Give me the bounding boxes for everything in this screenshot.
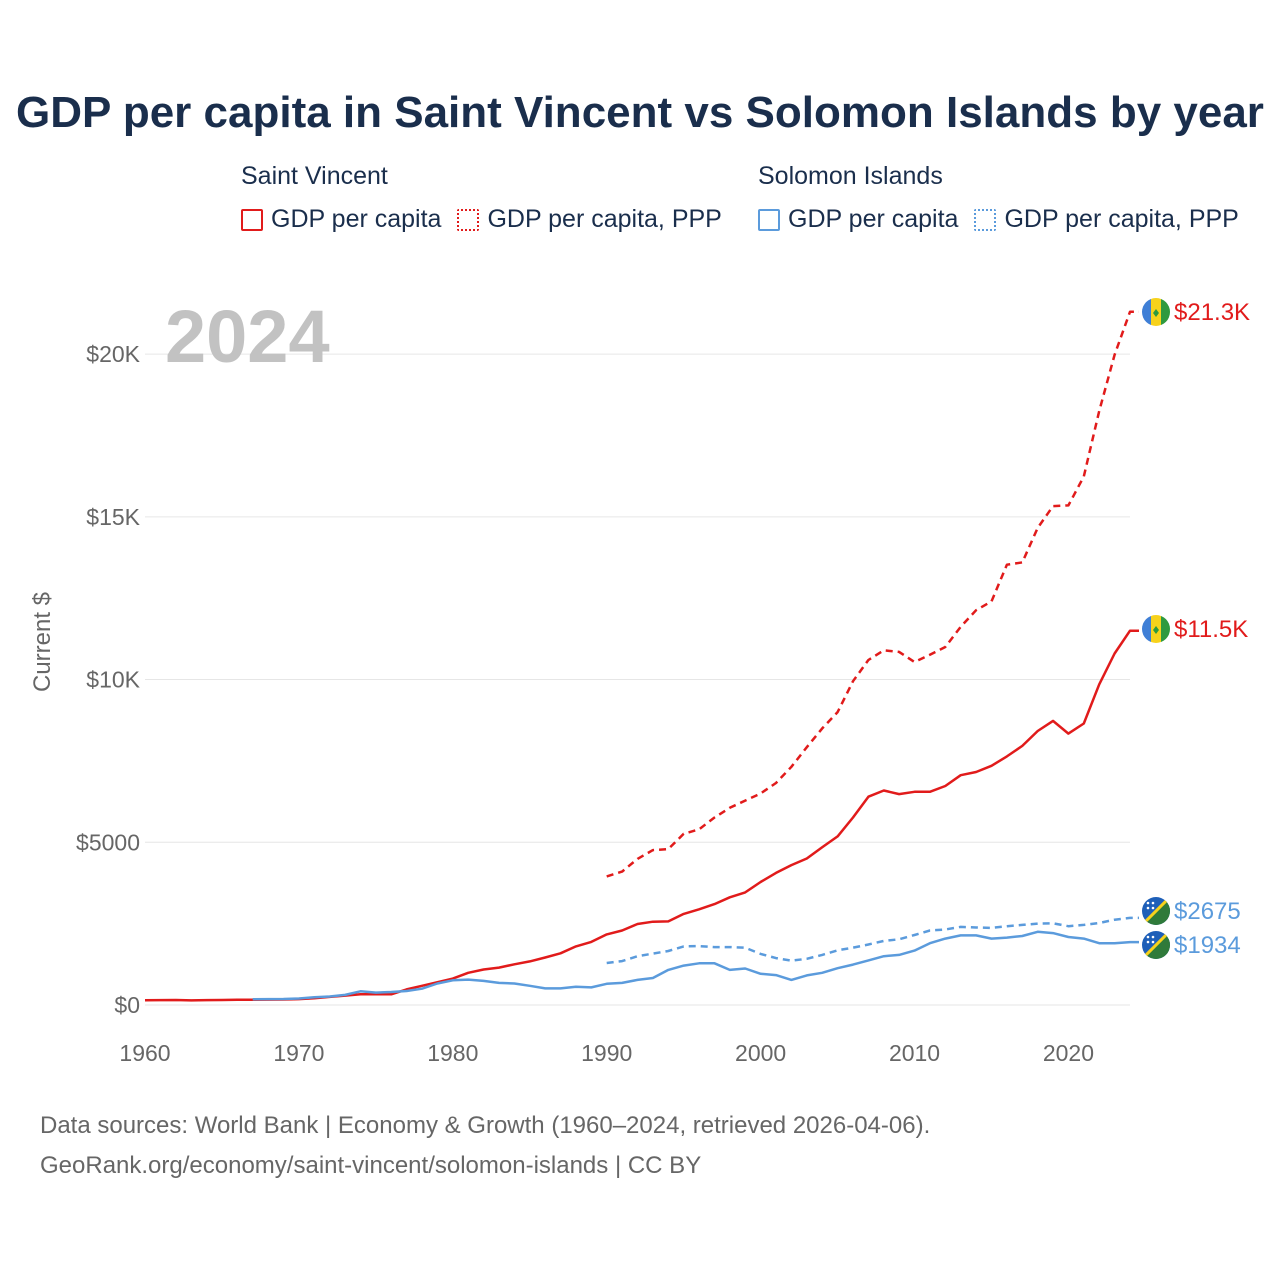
legend-swatch-dotted — [457, 208, 480, 231]
gridlines — [145, 353, 1130, 1006]
legend-item-si-gdp[interactable]: GDP per capita — [758, 205, 958, 234]
legend-group-solomon-islands: Solomon Islands GDP per capita GDP per c… — [758, 162, 1239, 234]
legend-item-sv-gdp[interactable]: GDP per capita — [241, 205, 441, 234]
axes: $0 $5000 $10K $15K $20K 1960 1970 1980 1990 2000 2… — [29, 341, 1094, 1066]
y-tick-label: $20K — [86, 341, 140, 367]
legend-item-label: GDP per capita, PPP — [1004, 205, 1239, 233]
legend-group-name: Saint Vincent — [241, 162, 388, 190]
y-axis-title: Current $ — [29, 592, 56, 692]
footer: Data sources: World Bank | Economy & Gro… — [40, 1106, 930, 1186]
saint-vincent-flag-icon — [1142, 298, 1170, 326]
solomon-islands-flag-icon — [1142, 897, 1170, 925]
y-tick-label: $0 — [114, 992, 140, 1018]
end-label-sv-ppp: $21.3K — [1174, 299, 1250, 326]
chart-title: GDP per capita in Saint Vincent vs Solom… — [16, 88, 1264, 137]
x-tick-label: 2000 — [735, 1040, 786, 1066]
legend-group-saint-vincent: Saint Vincent GDP per capita GDP per cap… — [241, 162, 722, 234]
end-label-si-gdp: $1934 — [1174, 932, 1241, 959]
series-line-1 — [606, 310, 1139, 878]
y-tick-label: $15K — [86, 504, 140, 530]
legend-group-name: Solomon Islands — [758, 162, 943, 190]
x-tick-label: 1980 — [427, 1040, 478, 1066]
x-tick-label: 2020 — [1043, 1040, 1094, 1066]
series-line-3 — [606, 916, 1139, 965]
legend-item-label: GDP per capita — [788, 205, 959, 233]
y-tick-label: $10K — [86, 667, 140, 693]
data-sources-text: Data sources: World Bank | Economy & Gro… — [40, 1112, 931, 1139]
y-tick-label: $5000 — [76, 829, 140, 855]
x-tick-label: 1990 — [581, 1040, 632, 1066]
saint-vincent-flag-icon — [1142, 615, 1170, 643]
series-line-2 — [252, 930, 1139, 1001]
legend-swatch-dotted — [974, 208, 997, 231]
series-line-0 — [144, 629, 1139, 1002]
x-tick-label: 1960 — [119, 1040, 170, 1066]
year-watermark: 2024 — [165, 295, 330, 378]
x-tick-label: 2010 — [889, 1040, 940, 1066]
x-tick-label: 1970 — [273, 1040, 324, 1066]
line-chart: $0 $5000 $10K $15K $20K 1960 1970 1980 1990 2000 2… — [29, 295, 1250, 1066]
legend-item-sv-gdp-ppp[interactable]: GDP per capita, PPP — [457, 205, 722, 234]
source-url-text: GeoRank.org/economy/saint-vincent/solomo… — [40, 1152, 702, 1179]
solomon-islands-flag-icon — [1142, 931, 1170, 959]
legend-item-label: GDP per capita — [271, 205, 442, 233]
legend-swatch-solid — [758, 208, 780, 231]
legend-item-si-gdp-ppp[interactable]: GDP per capita, PPP — [974, 205, 1239, 234]
legend-item-label: GDP per capita, PPP — [487, 205, 722, 233]
legend-swatch-solid — [241, 208, 263, 231]
end-label-sv-gdp: $11.5K — [1174, 616, 1248, 643]
end-label-si-ppp: $2675 — [1174, 898, 1241, 925]
series-lines — [144, 310, 1139, 1002]
